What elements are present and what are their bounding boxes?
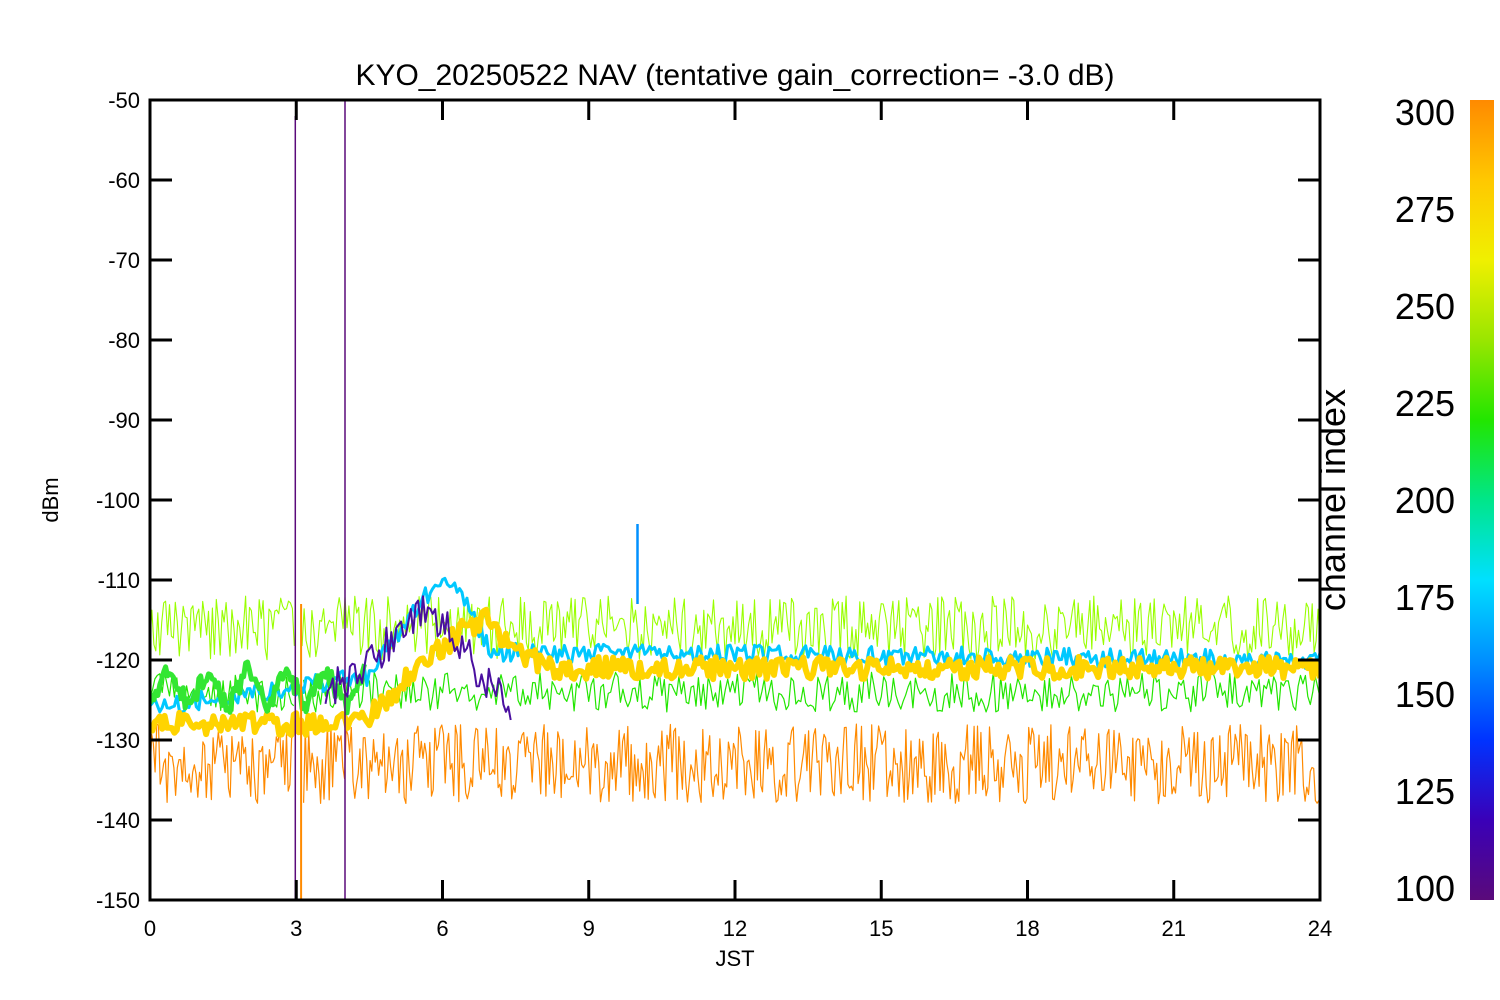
y-tick-label: -80: [108, 328, 140, 353]
series-line-2: [151, 595, 1319, 661]
y-tick-label: -70: [108, 248, 140, 273]
plot-frame: [148, 98, 1322, 902]
colorbar-tick-label: 250: [1395, 286, 1455, 327]
series-line-7: [324, 595, 512, 721]
y-tick-label: -60: [108, 168, 140, 193]
y-tick-label: -140: [96, 808, 140, 833]
colorbar-tick-label: 150: [1395, 674, 1455, 715]
y-axis-label: dBm: [38, 477, 63, 522]
colorbar: [1470, 100, 1494, 900]
x-axis-ticks: 0 3 6 9 12 15 18 21 24: [144, 100, 1332, 941]
x-tick-label: 3: [290, 916, 302, 941]
x-tick-label: 9: [583, 916, 595, 941]
series-layer: [151, 101, 1319, 899]
x-tick-label: 12: [723, 916, 747, 941]
colorbar-tick-label: 175: [1395, 577, 1455, 618]
chart-title: KYO_20250522 NAV (tentative gain_correct…: [355, 59, 1114, 92]
series-line-6: [151, 659, 367, 716]
colorbar-tick-label: 225: [1395, 383, 1455, 424]
y-tick-label: -120: [96, 648, 140, 673]
y-tick-label: -110: [98, 568, 140, 593]
colorbar-tick-label: 200: [1395, 480, 1455, 521]
series-line-1: [151, 723, 1319, 805]
y-tick-label: -50: [108, 88, 140, 113]
x-tick-label: 21: [1162, 916, 1186, 941]
colorbar-tick-label: 125: [1395, 771, 1455, 812]
x-tick-label: 15: [869, 916, 893, 941]
x-tick-label: 24: [1308, 916, 1332, 941]
x-tick-label: 18: [1015, 916, 1039, 941]
y-tick-label: -130: [96, 728, 140, 753]
colorbar-ticks: 300 275 250 225 200 175 150 125 100: [1395, 92, 1455, 909]
x-axis-label: JST: [715, 946, 754, 971]
colorbar-tick-label: 300: [1395, 92, 1455, 133]
colorbar-tick-label: 275: [1395, 189, 1455, 230]
y-tick-label: -100: [96, 488, 140, 513]
y-axis-ticks: -50 -60 -70 -80 -90 -100 -110 -120 -130 -140 -150: [96, 88, 1320, 913]
y-tick-label: -150: [96, 888, 140, 913]
x-tick-label: 6: [436, 916, 448, 941]
y-tick-label: -90: [108, 408, 140, 433]
x-tick-label: 0: [144, 916, 156, 941]
colorbar-label: channel index: [1312, 389, 1353, 611]
colorbar-tick-label: 100: [1395, 868, 1455, 909]
